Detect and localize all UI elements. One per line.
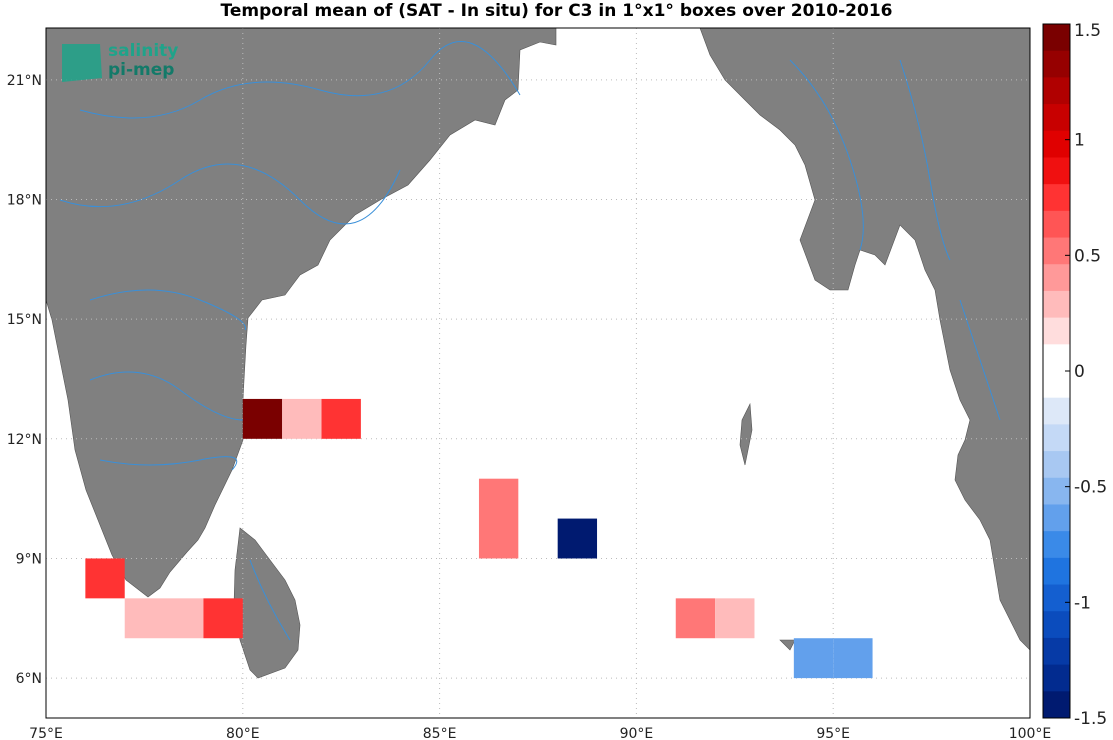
- colorbar-tick-label-2: 0.5: [1074, 246, 1101, 266]
- lon-tick-label-0: 75°E: [29, 726, 63, 740]
- colorbar-swatch-23: [1043, 637, 1070, 666]
- lon-ticks: 75°E 80°E 85°E 90°E 95°E 100°E: [29, 726, 1051, 740]
- colorbar-swatch-22: [1043, 611, 1070, 639]
- colorbar-swatch-13: [1043, 371, 1070, 399]
- data-cell-9: [675, 598, 716, 639]
- colorbar-swatch-21: [1043, 584, 1070, 612]
- data-cells: [85, 398, 873, 679]
- colorbar-swatch-11: [1043, 317, 1070, 345]
- data-cell-11: [793, 638, 834, 679]
- colorbar-swatch-6: [1043, 184, 1070, 212]
- colorbar-tick-label-4: -0.5: [1074, 478, 1107, 498]
- colorbar-swatch-1: [1043, 50, 1070, 78]
- lon-tick-label-5: 100°E: [1009, 726, 1052, 740]
- data-cell-4: [557, 518, 598, 559]
- data-cell-10: [715, 598, 755, 639]
- land-east: [699, 27, 1031, 651]
- colorbar-swatch-9: [1043, 264, 1070, 292]
- lat-tick-label-1: 9°N: [16, 551, 42, 567]
- lat-tick-label-4: 18°N: [7, 193, 42, 209]
- colorbar-swatch-4: [1043, 130, 1070, 158]
- land-india: [45, 27, 557, 598]
- colorbar-swatch-18: [1043, 504, 1070, 532]
- lon-tick-label-4: 95°E: [816, 726, 850, 740]
- salinity-pi-mep-logo: salinity pi-mep: [62, 41, 178, 82]
- colorbar-swatch-3: [1043, 104, 1070, 132]
- colorbar-tick-label-6: -1.5: [1074, 709, 1107, 729]
- data-cell-2: [321, 398, 361, 439]
- lat-tick-label-3: 15°N: [7, 312, 42, 328]
- colorbar-tick-label-3: 0: [1074, 362, 1085, 382]
- colorbar-swatch-0: [1043, 24, 1070, 52]
- land-sumatra-tip: [779, 639, 796, 651]
- colorbar-swatch-19: [1043, 531, 1070, 559]
- data-cell-5: [85, 558, 125, 599]
- data-cell-0: [242, 398, 283, 439]
- data-cell-3: [478, 478, 519, 559]
- lat-tick-label-2: 12°N: [7, 432, 42, 448]
- colorbar: [1042, 23, 1071, 719]
- colorbar-swatch-8: [1043, 237, 1070, 265]
- map-title: Temporal mean of (SAT - In situ) for C3 …: [220, 1, 893, 21]
- lon-tick-label-3: 90°E: [620, 726, 654, 740]
- data-cell-8: [321, 598, 361, 639]
- colorbar-tick-label-5: -1: [1074, 593, 1091, 613]
- lon-tick-label-2: 85°E: [423, 726, 457, 740]
- logo-line1: salinity: [108, 41, 178, 61]
- data-cell-7: [203, 598, 243, 639]
- colorbar-tick-label-1: 1: [1074, 131, 1085, 151]
- colorbar-swatch-12: [1043, 344, 1070, 372]
- land-andaman: [739, 402, 753, 466]
- rivers: [59, 41, 1001, 641]
- logo-icon: [62, 44, 102, 82]
- colorbar-ticks: 1.5 1 0.5 0 -0.5 -1 -1.5: [1065, 21, 1107, 729]
- colorbar-swatch-7: [1043, 210, 1070, 239]
- lat-tick-label-5: 21°N: [7, 73, 42, 89]
- data-cell-1: [282, 398, 322, 439]
- lat-tick-label-0: 6°N: [16, 671, 42, 687]
- colorbar-swatch-25: [1043, 691, 1070, 719]
- data-cell-12: [833, 638, 873, 679]
- colorbar-swatch-15: [1043, 424, 1070, 452]
- land-masses: [45, 27, 1031, 679]
- lat-ticks: 6°N 9°N 12°N 15°N 18°N 21°N: [7, 73, 42, 687]
- map-frame: [45, 27, 1031, 719]
- logo-line2: pi-mep: [108, 60, 174, 80]
- colorbar-tick-label-0: 1.5: [1074, 21, 1101, 41]
- colorbar-swatch-20: [1043, 557, 1070, 586]
- colorbar-swatch-5: [1043, 157, 1070, 185]
- colorbar-swatch-10: [1043, 290, 1070, 319]
- colorbar-swatch-17: [1043, 477, 1070, 505]
- lon-tick-label-1: 80°E: [226, 726, 260, 740]
- data-cell-6: [124, 598, 204, 639]
- colorbar-swatch-24: [1043, 664, 1070, 692]
- land-sri-lanka: [233, 527, 301, 679]
- colorbar-swatch-16: [1043, 451, 1070, 479]
- colorbar-swatch-2: [1043, 77, 1070, 105]
- colorbar-swatch-14: [1043, 397, 1070, 425]
